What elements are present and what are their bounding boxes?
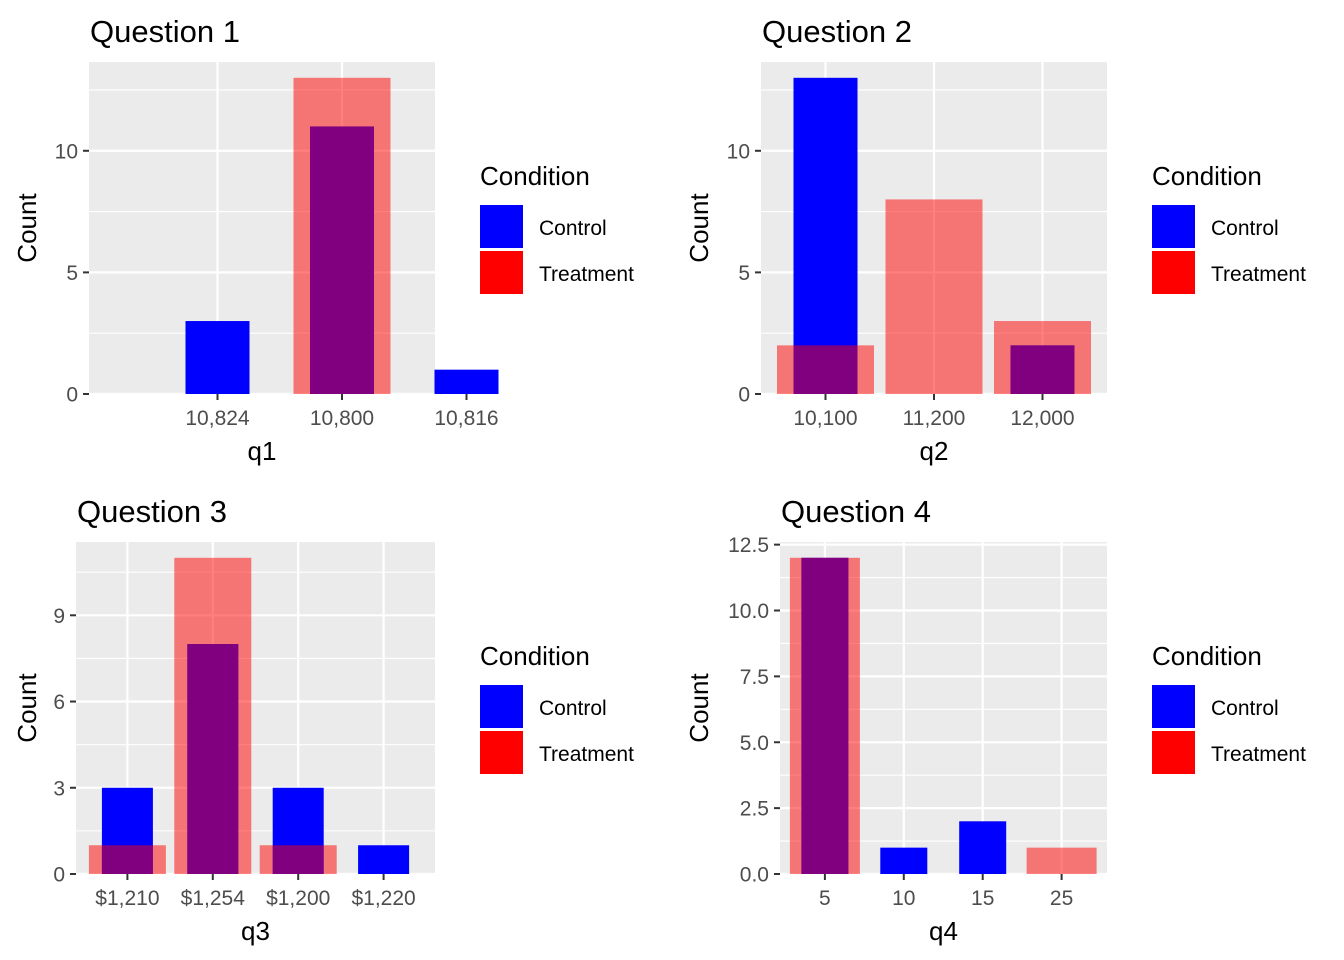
bar-treatment (1026, 847, 1097, 874)
chart-panel-1: 0 5 10 10,824 10,800 10,816 Question 1 q1 Count C… (12, 14, 634, 466)
bar-overlap (187, 644, 239, 874)
x-tick-label: $1,210 (95, 887, 159, 910)
y-tick-label: 9 (53, 605, 65, 628)
legend: Condition Control Treatment (1152, 161, 1306, 294)
legend-key-control (480, 205, 523, 248)
legend-label: Treatment (1211, 743, 1306, 766)
legend: Condition Control Treatment (1152, 641, 1306, 774)
bar-overlap (801, 557, 849, 874)
legend-label: Control (1211, 697, 1279, 720)
legend-label: Control (539, 697, 607, 720)
legend-key-control (1152, 685, 1195, 728)
chart-panel-3: 0 3 6 9 $1,210 $1,254 $1,200 $1,220 Question 3 q3… (12, 494, 634, 946)
legend-key-treatment (480, 731, 523, 774)
bar-overlap (272, 845, 324, 874)
legend-title: Condition (480, 641, 590, 671)
x-axis-title: q3 (241, 916, 270, 946)
x-tick-label: 5 (819, 887, 831, 910)
x-tick-label: 11,200 (903, 407, 966, 430)
panel-title: Question 4 (781, 494, 931, 529)
y-tick-label: 0 (53, 864, 65, 887)
bar-overlap (310, 126, 374, 394)
legend-label: Control (1211, 217, 1279, 240)
x-tick-label: 12,000 (1010, 407, 1074, 430)
x-tick-label: $1,220 (351, 887, 415, 910)
x-tick-label: 15 (971, 887, 994, 910)
y-tick-label: 5 (738, 262, 750, 285)
legend-label: Treatment (1211, 263, 1306, 286)
y-tick-label: 7.5 (740, 666, 769, 689)
y-tick-label: 0 (738, 384, 750, 407)
legend-title: Condition (1152, 641, 1262, 671)
y-axis-title: Count (684, 193, 714, 263)
x-axis-title: q4 (929, 916, 958, 946)
y-tick-label: 12.5 (728, 534, 769, 557)
bar-control (434, 369, 499, 394)
chart-panel-2: 0 5 10 10,100 11,200 12,000 Question 2 q2 Count C… (684, 14, 1306, 466)
y-tick-label: 2.5 (740, 798, 769, 821)
x-tick-label: 10,824 (185, 407, 250, 430)
x-tick-label: $1,254 (181, 887, 246, 910)
legend-title: Condition (480, 161, 590, 191)
bar-control (358, 845, 410, 874)
x-tick-label: 10,100 (793, 407, 857, 430)
y-tick-label: 5.0 (740, 732, 769, 755)
bar-control (880, 847, 928, 874)
x-tick-label: 10,816 (434, 407, 498, 430)
legend-label: Control (539, 217, 607, 240)
x-tick-label: 10,800 (310, 407, 374, 430)
y-tick-label: 3 (53, 777, 65, 800)
y-tick-label: 6 (53, 691, 65, 714)
legend-key-treatment (1152, 731, 1195, 774)
bar-overlap (1010, 345, 1075, 394)
legend: Condition Control Treatment (480, 161, 634, 294)
x-tick-label: 10 (892, 887, 915, 910)
chart-panel-4: 0.0 2.5 5.0 7.5 10.0 12.5 5 10 15 25 Question 4 q4 C… (684, 494, 1306, 946)
bar-control (959, 821, 1007, 874)
panel-title: Question 1 (90, 14, 240, 49)
y-tick-label: 10 (55, 140, 78, 163)
legend-key-treatment (480, 251, 523, 294)
y-axis-title: Count (12, 673, 42, 743)
bar-overlap (101, 845, 153, 874)
legend-key-treatment (1152, 251, 1195, 294)
bar-treatment (885, 199, 983, 394)
x-tick-label: 25 (1050, 887, 1073, 910)
x-tick-label: $1,200 (266, 887, 330, 910)
bar-control (185, 321, 250, 394)
y-tick-label: 10.0 (728, 600, 769, 623)
panel-title: Question 2 (762, 14, 912, 49)
y-axis-title: Count (12, 193, 42, 263)
legend-label: Treatment (539, 263, 634, 286)
legend-key-control (480, 685, 523, 728)
y-tick-label: 5 (66, 262, 78, 285)
y-axis-title: Count (684, 673, 714, 743)
bar-control (793, 77, 858, 395)
legend-key-control (1152, 205, 1195, 248)
y-tick-label: 0 (66, 384, 78, 407)
legend-label: Treatment (539, 743, 634, 766)
legend: Condition Control Treatment (480, 641, 634, 774)
panel-title: Question 3 (77, 494, 227, 529)
legend-title: Condition (1152, 161, 1262, 191)
x-axis-title: q1 (248, 436, 277, 466)
bar-overlap (793, 345, 858, 394)
x-axis-title: q2 (920, 436, 949, 466)
y-tick-label: 0.0 (740, 864, 769, 887)
y-tick-label: 10 (727, 140, 750, 163)
